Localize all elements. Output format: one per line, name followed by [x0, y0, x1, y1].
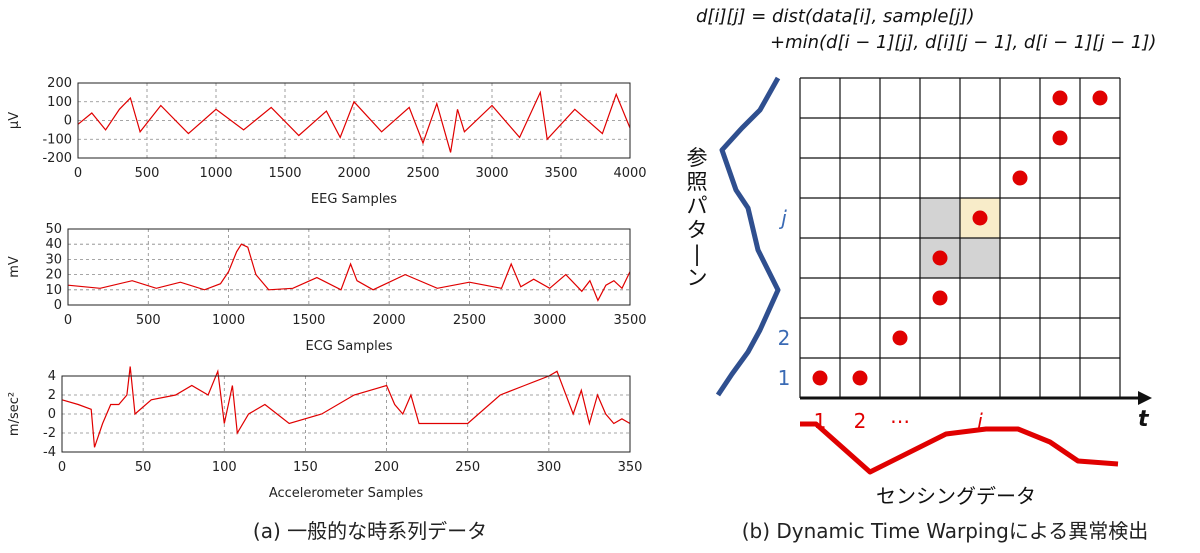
y-tick-label: 50 [45, 222, 62, 237]
y-tick-label: 0 [54, 298, 62, 313]
y-index-label: 1 [778, 366, 791, 390]
x-index-label: ⋯ [890, 409, 910, 433]
x-tick-label: 0 [58, 460, 66, 475]
warp-path-point [932, 290, 948, 306]
y-tick-label: 4 [48, 369, 56, 384]
plot-frame [67, 228, 631, 306]
x-tick-label: 0 [74, 166, 82, 181]
panel-a-caption: (a) 一般的な時系列データ [253, 519, 487, 543]
y-tick-label: 10 [45, 283, 62, 298]
x-tick-label: 2500 [453, 313, 486, 328]
x-tick-label: 1000 [212, 313, 245, 328]
x-tick-label: 1500 [268, 166, 301, 181]
warp-path-point [1052, 90, 1068, 106]
y-tick-label: -4 [43, 445, 56, 460]
x-tick-label: 2000 [337, 166, 370, 181]
chart-3: 0 50 100 150 200 250 300 350 4 2 0 -2 -4 Acceleromete… [7, 366, 643, 501]
panel-b-caption: (b) Dynamic Time Warpingによる異常検出 [742, 519, 1149, 543]
warp-path-point [1012, 170, 1028, 186]
reference-label-char: 照 [687, 170, 708, 194]
x-tick-label: 300 [536, 460, 561, 475]
y-tick-label: 2 [48, 388, 56, 403]
warp-path-point [1092, 90, 1108, 106]
x-tick-label: 350 [618, 460, 643, 475]
warp-path-point [852, 370, 868, 386]
y-axis-label: m/sec² [7, 392, 22, 436]
y-tick-label: 30 [45, 252, 62, 267]
reference-label-char: ン [687, 266, 708, 290]
x-index-label: i [977, 409, 983, 433]
x-tick-label: 1500 [292, 313, 325, 328]
y-index-label: j [778, 206, 787, 230]
panel-a-time-series: 0 500 1000 1500 2000 2500 3000 3500 40002001000-… [7, 76, 647, 501]
y-axis-label: mV [7, 256, 22, 278]
neighbor-cell [960, 238, 1000, 278]
reference-label-char: | [693, 242, 700, 267]
x-tick-label: 100 [212, 460, 237, 475]
time-axis-arrowhead [1138, 391, 1152, 405]
x-tick-label: 4000 [613, 166, 646, 181]
y-tick-label: 20 [45, 268, 62, 283]
y-tick-label: 100 [47, 95, 72, 110]
x-tick-label: 150 [293, 460, 318, 475]
warp-path-point [892, 330, 908, 346]
reference-pattern-curve [715, 76, 781, 397]
x-tick-label: 500 [136, 313, 161, 328]
x-tick-label: 2000 [373, 313, 406, 328]
x-tick-label: 250 [455, 460, 480, 475]
panel-b-dtw-diagram: d[i][j] = dist(data[i], sample[j]) +min(… [687, 6, 1157, 508]
warp-path-point [812, 370, 828, 386]
series-line [77, 90, 631, 153]
x-tick-label: 2500 [406, 166, 439, 181]
neighbor-cell [920, 198, 960, 238]
x-tick-label: 3000 [533, 313, 566, 328]
plot-frame [61, 375, 631, 453]
dtw-formula-line1: d[i][j] = dist(data[i], sample[j]) [696, 6, 974, 27]
y-tick-label: 0 [64, 114, 72, 129]
x-axis-label: Accelerometer Samples [269, 486, 424, 501]
y-tick-label: 0 [48, 407, 56, 422]
x-axis-label: ECG Samples [305, 339, 392, 354]
warp-path-point [972, 210, 988, 226]
x-tick-label: 3500 [544, 166, 577, 181]
x-tick-label: 0 [64, 313, 72, 328]
sensing-data-label: センシングデータ [876, 484, 1036, 508]
sensing-data-curve [800, 421, 1119, 475]
series-line [61, 366, 631, 448]
reference-label-char: タ [687, 218, 708, 242]
x-tick-label: 3500 [613, 313, 646, 328]
x-tick-label: 1000 [199, 166, 232, 181]
dtw-formula-line2: +min(d[i − 1][j], d[i][j − 1], d[i − 1][… [770, 32, 1156, 53]
x-tick-label: 500 [135, 166, 160, 181]
x-tick-label: 3000 [475, 166, 508, 181]
series-line [67, 243, 631, 302]
x-tick-label: 50 [135, 460, 152, 475]
reference-label-char: 参 [687, 146, 708, 170]
y-tick-label: 40 [45, 237, 62, 252]
y-tick-label: 200 [47, 76, 72, 91]
y-tick-label: -200 [42, 151, 72, 166]
y-index-label: 2 [778, 326, 791, 350]
x-axis-label: EEG Samples [311, 192, 397, 207]
time-axis-label: t [1138, 407, 1150, 432]
x-tick-label: 200 [374, 460, 399, 475]
y-tick-label: -2 [43, 426, 56, 441]
x-index-label: 2 [854, 409, 867, 433]
y-tick-label: -100 [42, 132, 72, 147]
plot-frame [77, 82, 631, 159]
reference-label-char: パ [687, 194, 708, 218]
y-axis-label: μV [7, 112, 22, 129]
chart-1: 0 500 1000 1500 2000 2500 3000 3500 40002001000-… [7, 76, 647, 207]
warp-path-point [932, 250, 948, 266]
warp-path-point [1052, 130, 1068, 146]
